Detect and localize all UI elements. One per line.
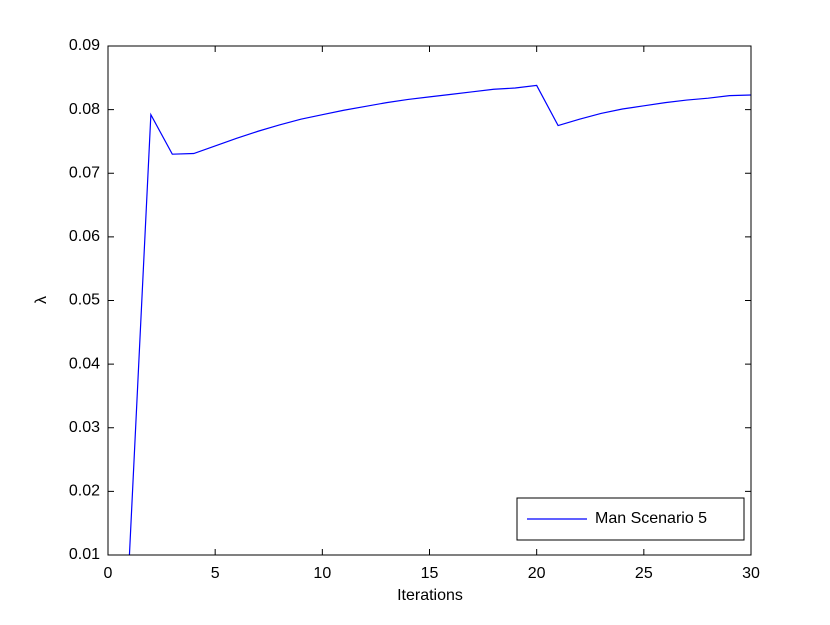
y-tick-label: 0.06: [69, 228, 100, 245]
series-line: [128, 84, 751, 555]
x-axis-label: Iterations: [397, 587, 463, 604]
x-tick-label: 0: [104, 565, 113, 582]
y-tick-label: 0.04: [69, 355, 100, 372]
x-tick-label: 5: [211, 565, 220, 582]
x-tick-label: 20: [528, 565, 546, 582]
y-tick-label: 0.09: [69, 37, 100, 54]
y-tick-label: 0.02: [69, 483, 100, 500]
y-tick-label: 0.05: [69, 292, 100, 309]
legend-label: Man Scenario 5: [595, 510, 707, 527]
x-tick-label: 10: [313, 565, 331, 582]
y-tick-label: 0.07: [69, 164, 100, 181]
y-tick-label: 0.08: [69, 101, 100, 118]
y-tick-label: 0.03: [69, 419, 100, 436]
axes-box: [107, 45, 752, 556]
x-tick-label: 30: [742, 565, 760, 582]
x-tick-label: 15: [421, 565, 439, 582]
x-tick-label: 25: [635, 565, 653, 582]
y-tick-label: 0.01: [69, 546, 100, 563]
y-axis-label: λ: [33, 296, 50, 304]
